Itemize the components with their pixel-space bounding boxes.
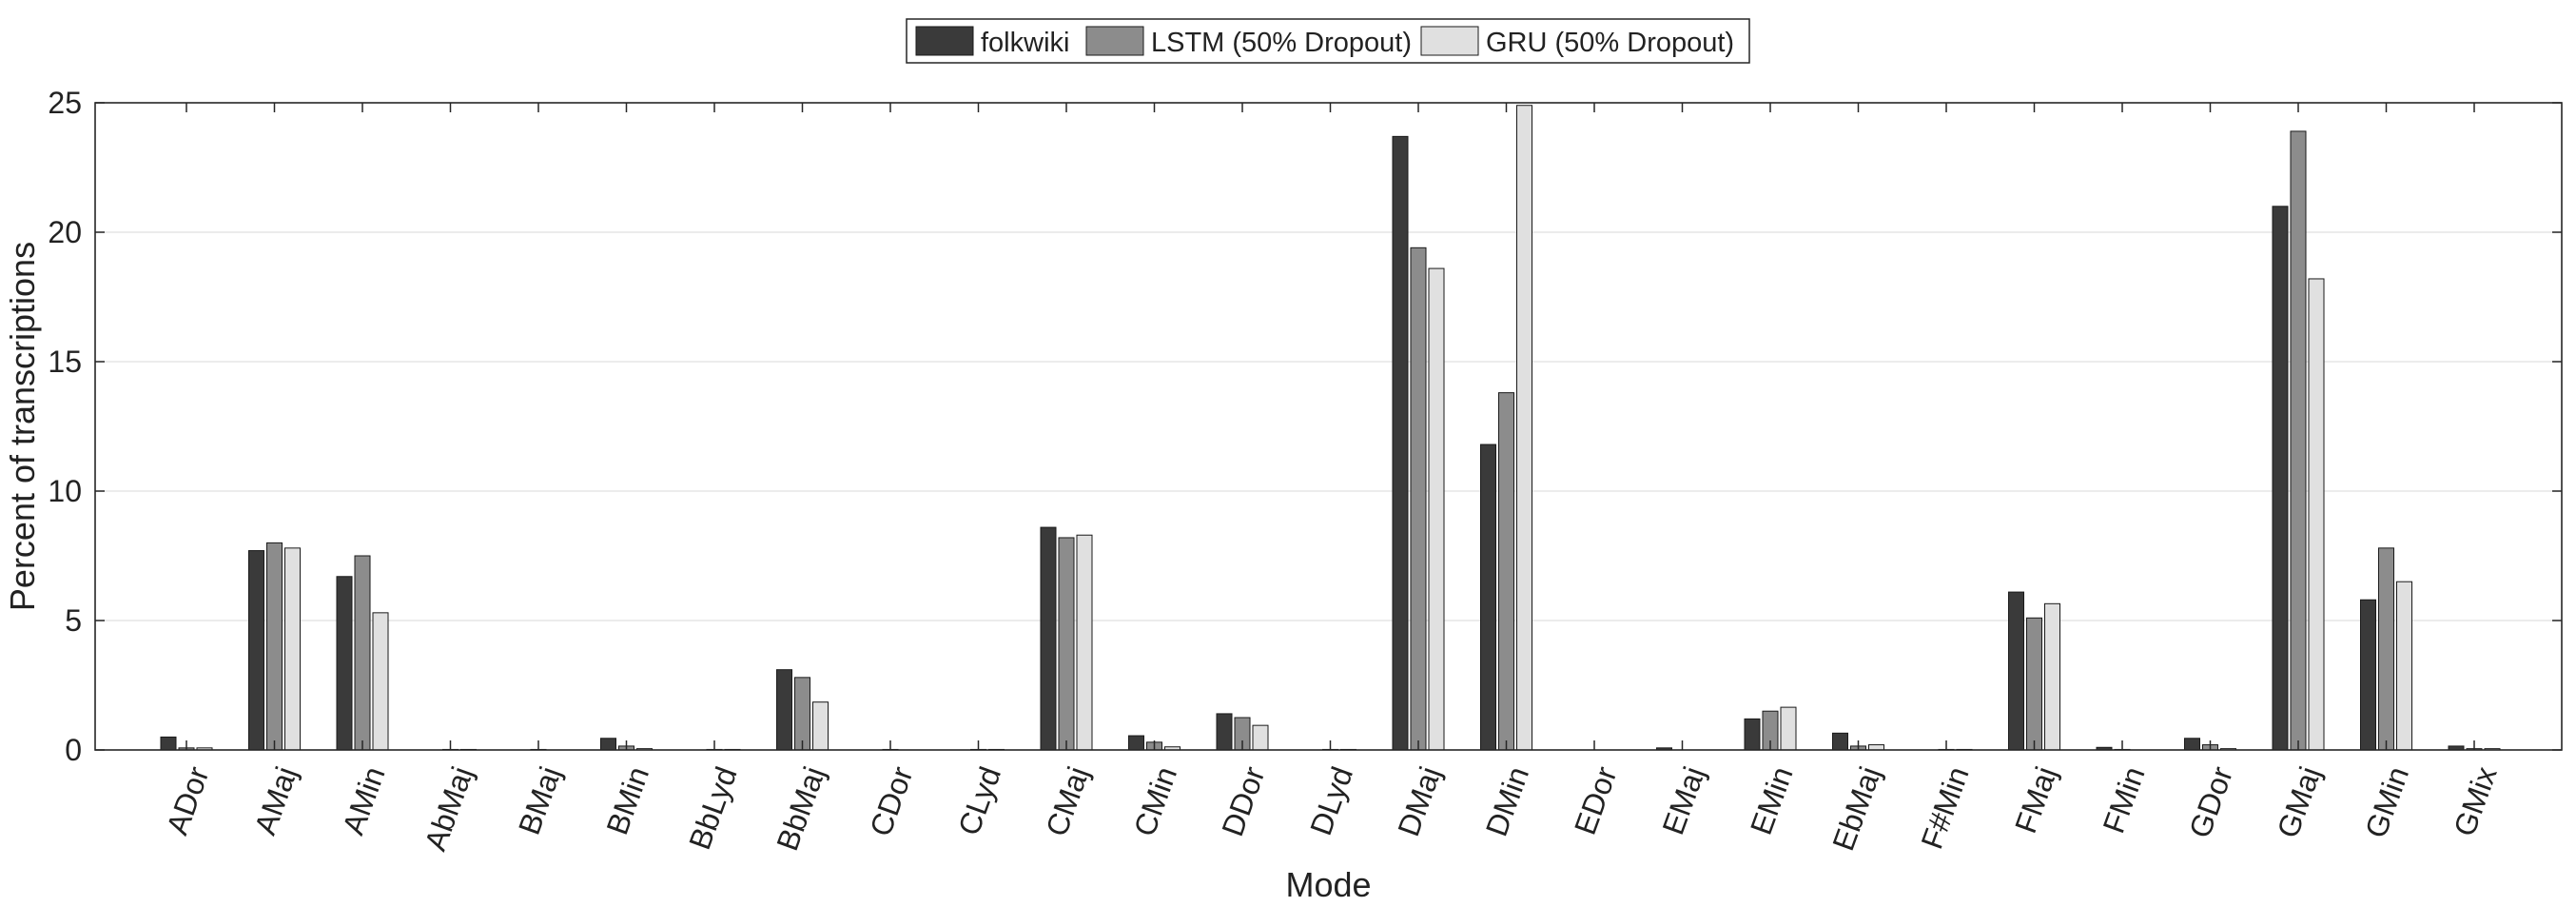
legend-swatch [1420,26,1479,56]
legend-label: GRU (50% Dropout) [1486,28,1734,58]
bar [336,576,353,751]
bar [1040,526,1057,751]
legend-box [906,18,1750,64]
x-axis-label: Mode [1285,865,1371,902]
plot-frame [94,102,2563,751]
bar [354,555,371,751]
bar [2044,602,2060,751]
bar [372,612,389,751]
bar [2308,278,2325,751]
y-tick-label: 20 [48,215,82,249]
bar [600,738,616,751]
legend-swatch [915,26,974,56]
bar [1480,444,1496,751]
bar [2360,599,2376,751]
bar [1128,735,1144,751]
bar [284,547,301,751]
legend-label: folkwiki [981,28,1069,58]
bar [1868,744,1884,751]
bar [2026,617,2042,751]
bar [2272,206,2289,751]
bar [1516,105,1532,751]
bar [266,542,283,751]
y-tick-label: 15 [48,345,82,379]
y-tick-label: 10 [48,474,82,508]
bar [248,550,264,751]
bar [776,669,792,751]
bar [2184,738,2200,751]
bar [1076,534,1093,751]
bar [2378,547,2394,751]
bar [1498,392,1514,751]
bar [794,677,810,751]
bar [1428,267,1445,751]
bar [1392,135,1409,751]
legend-swatch [1085,26,1144,56]
bar [1780,706,1797,751]
bar [2008,591,2024,751]
bar [2396,581,2412,751]
bar [1410,246,1427,751]
gridlines [95,231,2562,621]
bar [1744,718,1761,751]
legend: folkwiki LSTM (50% Dropout) GRU (50% Dropo… [906,18,1750,64]
bar [1058,537,1075,751]
bar [2290,130,2307,751]
y-tick-label: 5 [65,603,82,638]
bar [1252,724,1269,751]
legend-label: LSTM (50% Dropout) [1151,28,1412,58]
y-tick-label: 0 [65,733,82,767]
bar [160,736,177,751]
bar [1216,713,1233,751]
bars [160,105,2501,751]
y-axis: 0 5 10 15 20 25 [48,86,2562,767]
bar [1832,732,1848,751]
y-axis-label: Percent of transcriptions [3,242,42,611]
bar [812,701,829,751]
y-tick-label: 25 [48,86,82,120]
